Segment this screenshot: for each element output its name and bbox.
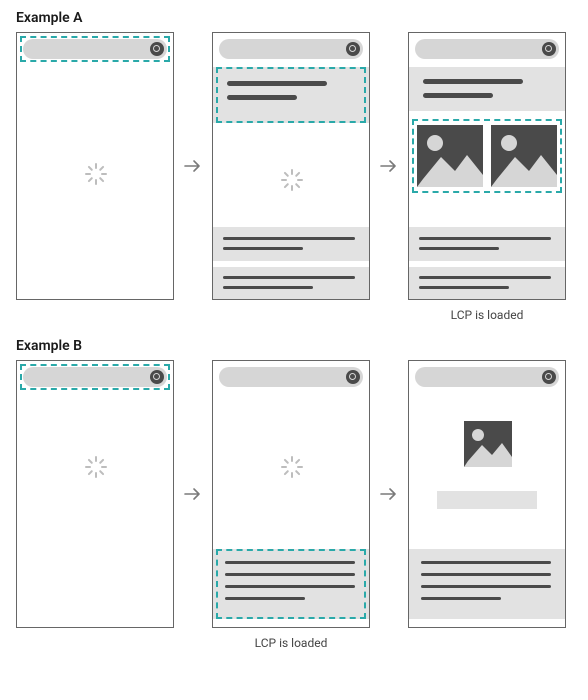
image-placeholder-icon <box>464 421 512 467</box>
example-b-label: Example B <box>16 338 572 354</box>
example-a-label: Example A <box>16 10 572 26</box>
arrow-icon <box>380 487 398 501</box>
search-icon <box>346 42 360 56</box>
footer-block <box>213 227 369 261</box>
image-placeholder-icon <box>417 125 483 187</box>
loading-spinner-icon <box>85 163 107 185</box>
search-icon <box>150 42 164 56</box>
search-icon <box>542 42 556 56</box>
caption-row-b: LCP is loaded <box>16 632 572 650</box>
search-bar <box>23 39 167 59</box>
loading-spinner-icon <box>85 456 107 478</box>
lcp-caption: LCP is loaded <box>212 636 370 650</box>
frame-a1 <box>16 32 174 300</box>
caption-row-a: LCP is loaded <box>16 304 572 322</box>
footer-block <box>409 267 565 299</box>
arrow-icon <box>184 487 202 501</box>
search-bar <box>219 39 363 59</box>
search-bar <box>415 39 559 59</box>
footer-block <box>409 549 565 619</box>
placeholder-bar <box>437 491 537 509</box>
example-a-row <box>16 32 572 300</box>
frame-b1 <box>16 360 174 628</box>
header-block <box>213 67 369 123</box>
arrow-icon <box>184 159 202 173</box>
frame-a3 <box>408 32 566 300</box>
search-bar <box>219 367 363 387</box>
loading-spinner-icon <box>281 456 303 478</box>
search-icon <box>346 370 360 384</box>
loading-spinner-icon <box>281 169 303 191</box>
footer-block <box>213 267 369 299</box>
lcp-caption: LCP is loaded <box>408 308 566 322</box>
image-placeholder-icon <box>491 125 557 187</box>
header-block <box>409 67 565 111</box>
frame-a2 <box>212 32 370 300</box>
footer-block <box>213 549 369 619</box>
example-b-row <box>16 360 572 628</box>
arrow-icon <box>380 159 398 173</box>
search-icon <box>542 370 556 384</box>
search-bar <box>415 367 559 387</box>
frame-b2 <box>212 360 370 628</box>
footer-block <box>409 227 565 261</box>
search-bar <box>23 367 167 387</box>
frame-b3 <box>408 360 566 628</box>
search-icon <box>150 370 164 384</box>
